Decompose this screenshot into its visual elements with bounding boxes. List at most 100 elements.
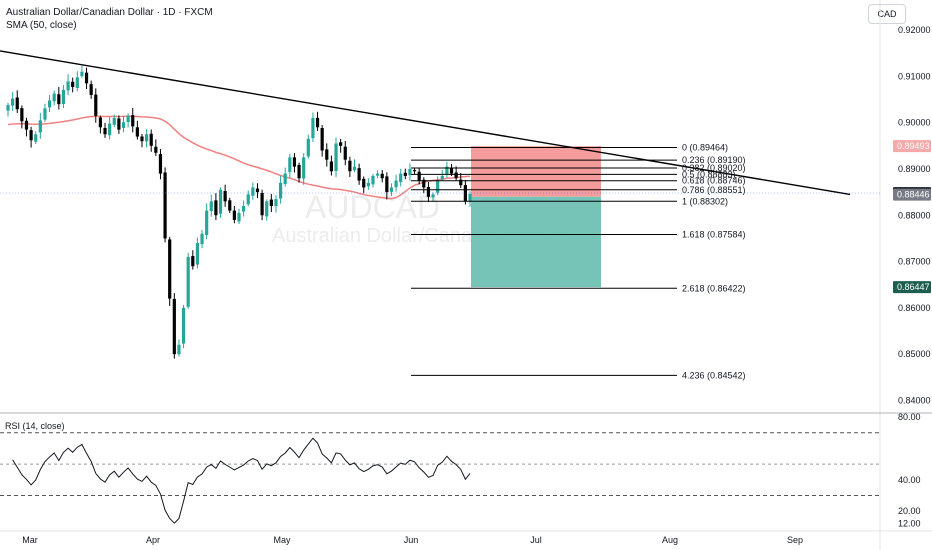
candle-body [468,193,472,202]
currency-button[interactable]: CAD [868,4,906,24]
fibonacci-levels[interactable]: 0 (0.89464) 0.236 (0.89190)0.382 (0.89020… [411,142,746,380]
candle-body [343,146,347,160]
fib-level-label: 0.382 (0.89020) [682,163,746,173]
candle-body [403,172,407,176]
candle-body [172,298,176,355]
candle-body [339,142,343,146]
candle-body [320,128,324,151]
candle-body [168,239,172,299]
candle-body [34,134,38,142]
sma-line [7,115,471,200]
candle-body [385,176,389,193]
candle-body [232,210,236,220]
time-tick: Mar [22,535,38,545]
candle-body [112,118,116,125]
candle-body [449,168,454,174]
price-tag-box [893,188,931,201]
candle-body [265,201,269,217]
fib-level-label: 1.618 (0.87584) [682,230,746,240]
candle-body [89,84,93,95]
chart-title: Australian Dollar/Canadian Dollar · 1D ·… [6,7,213,18]
price-tick: 0.91000 [898,71,931,81]
candle-body [29,130,33,141]
candle-body [43,108,47,120]
candle-body [191,256,195,267]
price-tag-label: 0.86447 [897,282,930,292]
candle-body [260,192,264,216]
price-tick: 0.87000 [898,257,931,267]
sma-legend[interactable]: SMA (50, close) [6,20,77,31]
rsi-legend[interactable]: RSI (14, close) [5,421,65,431]
candle-body [158,154,163,174]
time-tick: May [273,535,291,545]
candle-body [117,118,121,130]
fib-level-label: 2.618 (0.86422) [682,283,746,293]
candles[interactable] [6,65,472,359]
candle-body [186,256,190,307]
price-tag-box [893,140,931,153]
candle-body [255,188,260,193]
candle-body [108,123,112,136]
candle-body [251,187,255,196]
candle-body [399,173,403,182]
candle-body [306,138,310,157]
candle-body [163,172,167,239]
sma-path [7,115,471,200]
candle-body [297,164,301,179]
candle-body [274,199,278,207]
candle-body [431,194,435,198]
rsi-pane[interactable]: 80.00 40.00 20.00 12.00 [0,412,921,529]
time-tick: Apr [146,535,160,545]
candle-body [389,187,394,192]
candle-body [376,173,380,176]
candle-body [47,100,52,108]
stop-loss-zone [471,146,601,197]
time-tick: Jul [530,535,542,545]
candle-body [71,81,75,88]
candle-body [140,136,144,142]
candle-body [329,161,333,172]
candle-body [237,212,241,222]
candle-body [84,72,89,84]
fib-level-label: 0 (0.89464) [682,142,728,152]
candle-body [445,166,449,175]
candle-body [242,206,246,212]
candle-body [57,94,61,105]
candle-body [205,210,209,235]
candle-body [177,344,181,355]
price-tick: 0.85000 [898,349,931,359]
rsi-tick: 80.00 [898,412,921,422]
position-zones[interactable] [471,146,601,288]
candle-body [38,120,42,133]
candle-body [181,307,186,344]
candle-body [6,105,10,111]
fib-level-label: 0.618 (0.88746) [682,176,746,186]
candle-body [311,118,315,139]
candle-body [75,77,79,89]
candle-body [154,146,158,153]
candle-body [20,108,24,122]
fib-level-label: 4.236 (0.84542) [682,370,746,380]
candle-body [145,134,149,142]
time-axis[interactable]: Mar Apr May Jun Jul Aug Sep [22,535,803,545]
candle-body [131,115,135,127]
candle-body [288,157,292,172]
candle-body [334,143,338,172]
candle-body [195,243,200,265]
candle-body [52,93,56,102]
trendline[interactable] [0,50,851,196]
candle-body [440,175,444,180]
price-tick: 0.86000 [898,303,931,313]
candle-body [302,157,306,179]
candle-body [135,127,139,137]
candle-body [66,81,70,91]
candle-body [380,173,384,179]
candle-body [357,168,361,181]
candle-body [371,175,375,185]
price-tag-label: 0.88446 [897,190,930,200]
time-tick: Jun [404,535,419,545]
price-tick: 0.84000 [898,395,931,405]
candle-body [209,201,213,211]
